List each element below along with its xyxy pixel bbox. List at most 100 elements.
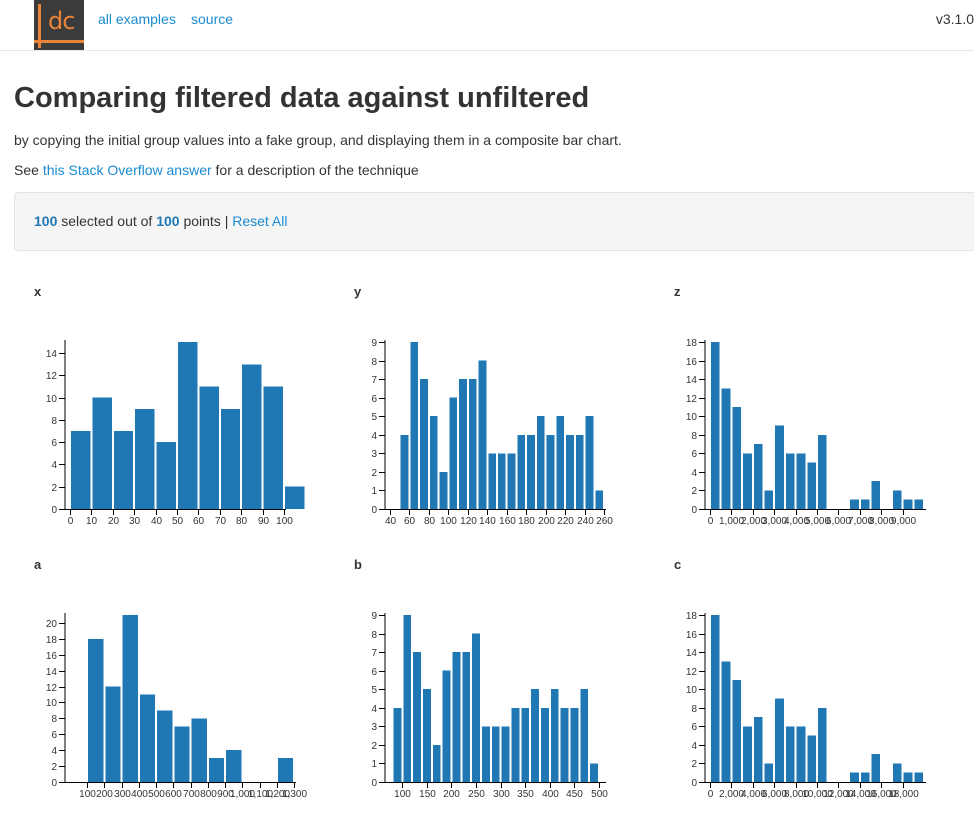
bar-y-2[interactable] xyxy=(420,379,428,509)
bar-a-11[interactable] xyxy=(277,758,293,782)
bar-y-17[interactable] xyxy=(566,434,574,509)
bar-y-18[interactable] xyxy=(575,434,584,509)
bar-c-13[interactable] xyxy=(850,772,859,782)
bar-x-7[interactable] xyxy=(220,408,241,509)
stackoverflow-link[interactable]: this Stack Overflow answer xyxy=(42,162,212,178)
bar-b-10[interactable] xyxy=(491,726,500,782)
bar-y-0[interactable] xyxy=(400,434,409,509)
bar-c-19[interactable] xyxy=(914,772,923,782)
bar-a-8[interactable] xyxy=(226,750,242,782)
bar-c-6[interactable] xyxy=(775,698,784,783)
bar-x-6[interactable] xyxy=(199,386,219,509)
bar-x-1[interactable] xyxy=(92,397,112,509)
bar-y-5[interactable] xyxy=(449,397,458,509)
bar-z-7[interactable] xyxy=(785,453,795,509)
bar-c-14[interactable] xyxy=(860,772,870,782)
bar-z-6[interactable] xyxy=(775,425,784,510)
bar-b-0[interactable] xyxy=(393,707,402,782)
bar-b-5[interactable] xyxy=(442,670,451,782)
bar-b-3[interactable] xyxy=(422,689,431,782)
bar-x-5[interactable] xyxy=(178,342,198,509)
bar-c-7[interactable] xyxy=(785,726,795,782)
bar-z-18[interactable] xyxy=(903,499,913,509)
bar-x-2[interactable] xyxy=(113,431,134,509)
bar-b-14[interactable] xyxy=(531,689,540,782)
bar-c-1[interactable] xyxy=(721,661,731,782)
bar-z-0[interactable] xyxy=(711,342,720,509)
bar-y-6[interactable] xyxy=(459,379,467,509)
bar-a-7[interactable] xyxy=(208,758,225,782)
bar-c-8[interactable] xyxy=(796,726,806,782)
bar-z-4[interactable] xyxy=(753,444,763,509)
bar-a-4[interactable] xyxy=(157,710,173,782)
bar-b-15[interactable] xyxy=(541,707,549,782)
bar-z-2[interactable] xyxy=(732,406,742,509)
bar-b-12[interactable] xyxy=(511,707,520,782)
bar-a-0[interactable] xyxy=(88,638,104,782)
bar-z-5[interactable] xyxy=(764,490,774,509)
bar-c-15[interactable] xyxy=(871,754,881,782)
bar-z-19[interactable] xyxy=(914,499,923,509)
bar-x-0[interactable] xyxy=(71,431,91,509)
bar-b-6[interactable] xyxy=(452,652,461,782)
bar-y-15[interactable] xyxy=(546,434,555,509)
bar-c-10[interactable] xyxy=(818,707,827,782)
bar-y-4[interactable] xyxy=(439,471,448,509)
bar-a-6[interactable] xyxy=(191,718,207,782)
bar-c-4[interactable] xyxy=(753,717,763,782)
bar-a-5[interactable] xyxy=(174,726,190,782)
bar-c-17[interactable] xyxy=(892,763,902,782)
bar-b-4[interactable] xyxy=(432,744,441,782)
bar-b-7[interactable] xyxy=(462,652,471,782)
bar-b-9[interactable] xyxy=(482,726,490,782)
bar-x-9[interactable] xyxy=(263,386,283,509)
bar-z-8[interactable] xyxy=(796,453,806,509)
all-examples-link[interactable]: all examples xyxy=(98,11,176,27)
bar-y-12[interactable] xyxy=(517,434,526,509)
chart-b[interactable]: 0 1 2 3 4 5 6 7 8 9 100 150 200 250 300 350 400 450 500 xyxy=(371,611,608,800)
bar-y-14[interactable] xyxy=(536,416,545,509)
bar-x-10[interactable] xyxy=(285,486,305,509)
bar-z-1[interactable] xyxy=(721,388,731,509)
bar-y-9[interactable] xyxy=(488,453,496,509)
dc-logo[interactable]: dc xyxy=(34,0,84,50)
bar-z-10[interactable] xyxy=(818,434,827,509)
bar-x-8[interactable] xyxy=(242,364,262,509)
bar-z-9[interactable] xyxy=(807,462,816,509)
bar-a-1[interactable] xyxy=(105,686,121,782)
bar-b-1[interactable] xyxy=(403,615,412,782)
bar-y-3[interactable] xyxy=(429,416,438,509)
chart-x[interactable]: 0 2 4 6 8 10 12 14 0 10 20 30 40 50 60 70 80 90 100 xyxy=(46,340,305,527)
bar-x-4[interactable] xyxy=(156,442,176,509)
bar-x-3[interactable] xyxy=(135,408,155,509)
bar-b-11[interactable] xyxy=(501,726,510,782)
bar-y-13[interactable] xyxy=(527,434,535,509)
bar-b-19[interactable] xyxy=(580,689,589,782)
chart-z[interactable]: 0 2 4 6 8 10 12 14 16 18 0 1,0002,0003,0004,0005,00… xyxy=(686,338,926,527)
bar-a-3[interactable] xyxy=(139,694,156,782)
bar-y-8[interactable] xyxy=(478,360,487,509)
bar-y-11[interactable] xyxy=(507,453,516,509)
bar-c-18[interactable] xyxy=(903,772,913,782)
bar-c-5[interactable] xyxy=(764,763,774,782)
bar-b-16[interactable] xyxy=(550,689,559,782)
bar-b-20[interactable] xyxy=(590,763,599,782)
bar-z-14[interactable] xyxy=(860,499,870,509)
bar-z-13[interactable] xyxy=(850,499,859,509)
bar-y-16[interactable] xyxy=(556,416,565,509)
bar-z-3[interactable] xyxy=(743,453,752,509)
chart-a[interactable]: 0 2 4 6 8 10 12 14 16 18 20 100 200 300 400 500 600 700 80… xyxy=(46,613,308,800)
bar-c-9[interactable] xyxy=(807,735,816,782)
chart-c[interactable]: 0 2 4 6 8 10 12 14 16 18 0 2,0004,0006,0008,00010,0… xyxy=(686,611,926,800)
bar-z-17[interactable] xyxy=(892,490,902,509)
bar-y-10[interactable] xyxy=(498,453,506,509)
bar-a-2[interactable] xyxy=(122,615,138,782)
chart-y[interactable]: 0 1 2 3 4 5 6 7 8 9 40 60 80 100 120 140 160 180 200 220 240… xyxy=(371,338,613,527)
bar-b-8[interactable] xyxy=(472,633,481,782)
reset-all-link[interactable]: Reset All xyxy=(232,213,288,229)
bar-b-17[interactable] xyxy=(560,707,569,782)
bar-b-18[interactable] xyxy=(570,707,579,782)
bar-c-2[interactable] xyxy=(732,679,742,782)
bar-y-1[interactable] xyxy=(410,342,419,509)
bar-y-20[interactable] xyxy=(595,490,603,509)
